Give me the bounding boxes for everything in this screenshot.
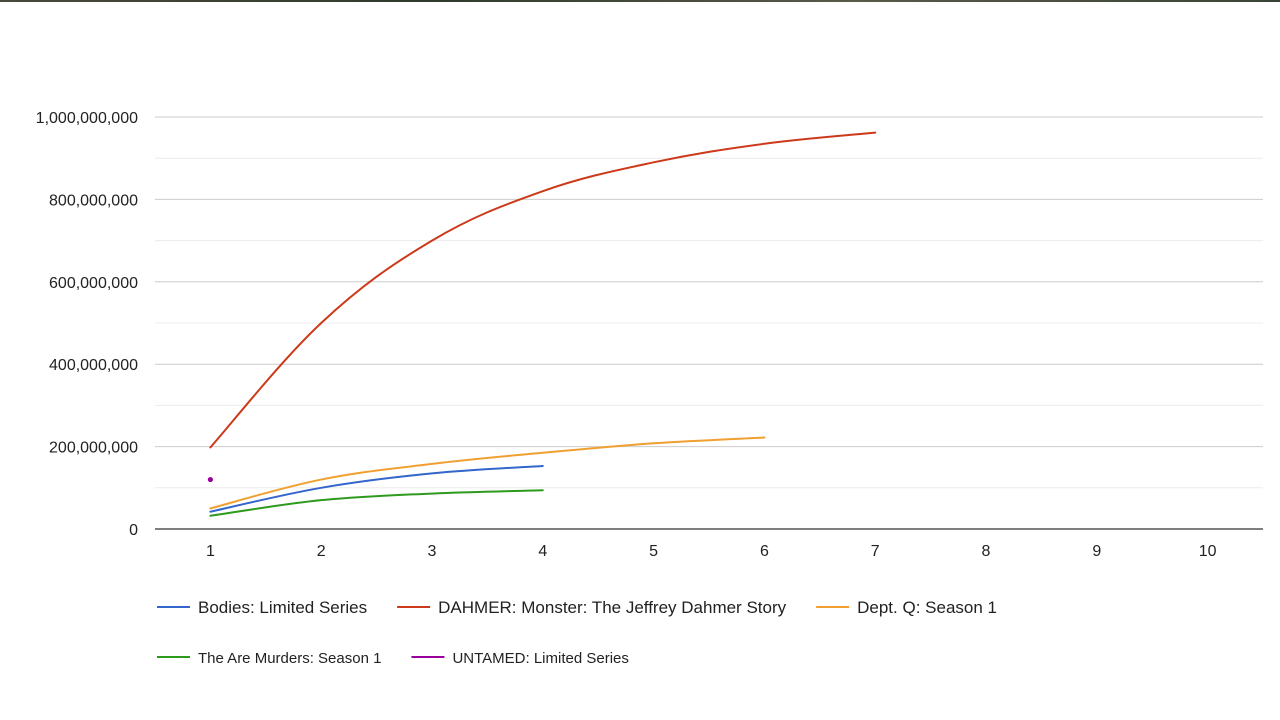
y-tick-label: 200,000,000 [49,440,138,457]
y-tick-label: 400,000,000 [49,357,138,374]
y-tick-label: 0 [129,522,138,539]
series-line-dahmer-monster-the-jeffrey-dahmer-story [209,131,877,449]
x-tick-label: 3 [428,543,437,560]
x-tick-label: 2 [317,543,326,560]
legend: Bodies: Limited Series DAHMER: Monster: T… [157,598,997,667]
x-tick-label: 10 [1199,543,1217,560]
x-tick-label: 1 [206,543,215,560]
x-tick-label: 9 [1092,543,1101,560]
legend-label: The Are Murders: Season 1 [198,650,381,667]
legend-label: Dept. Q: Season 1 [857,598,997,617]
series-line-bodies-limited-series [209,464,544,513]
minor-gridlines [155,157,1263,489]
legend-label: UNTAMED: Limited Series [452,650,628,667]
x-tick-label: 6 [760,543,769,560]
x-tick-label: 4 [538,543,547,560]
series-point-untamed-limited-series [207,476,213,483]
x-tick-label: 7 [871,543,880,560]
top-edge-strip [0,0,1280,2]
legend-item-untamed-limited-series[interactable]: UNTAMED: Limited Series [411,650,629,667]
series-line-dept-q-season-1 [209,436,766,510]
series-line-the-are-murders-season-1 [209,489,544,517]
x-tick-label: 8 [982,543,991,560]
legend-item-dahmer-monster-the-jeffrey-dahmer-story[interactable]: DAHMER: Monster: The Jeffrey Dahmer Stor… [397,598,787,617]
legend-item-bodies-limited-series[interactable]: Bodies: Limited Series [157,598,367,617]
x-axis-tick-labels: 1 2 3 4 5 6 7 8 9 10 [206,543,1217,560]
y-axis-tick-labels: 0 200,000,000 400,000,000 600,000,000 800,00… [36,110,138,539]
y-tick-label: 600,000,000 [49,275,138,292]
legend-item-dept-q-season-1[interactable]: Dept. Q: Season 1 [816,598,997,617]
legend-label: DAHMER: Monster: The Jeffrey Dahmer Stor… [438,598,786,617]
y-tick-label: 800,000,000 [49,192,138,209]
series-lines [207,131,877,517]
x-tick-label: 5 [649,543,658,560]
legend-item-the-are-murders-season-1[interactable]: The Are Murders: Season 1 [157,650,381,667]
major-gridlines [155,116,1263,448]
y-tick-label: 1,000,000,000 [36,110,138,127]
legend-label: Bodies: Limited Series [198,598,367,617]
